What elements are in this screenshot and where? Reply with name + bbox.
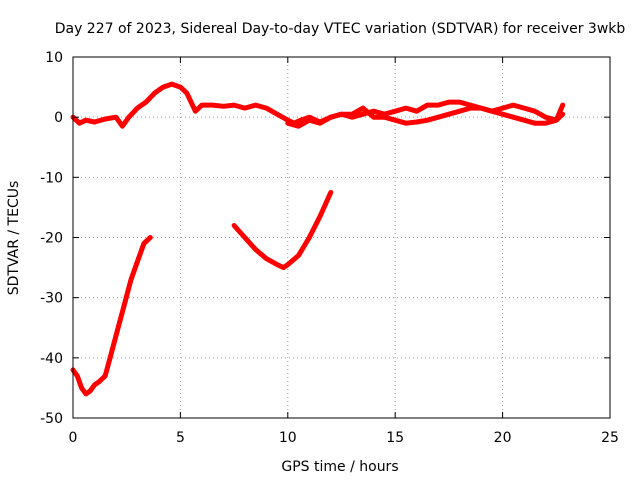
y-tick-label: -50	[40, 411, 63, 427]
ticks: 0 5 10 15 20 25 10 0 -10 -20 -30 -40 -50	[40, 50, 619, 446]
series-main-a	[70, 81, 334, 129]
y-tick-label: 10	[45, 50, 63, 66]
series-layer	[70, 81, 566, 397]
y-tick-label: -20	[40, 231, 63, 247]
x-axis-label: GPS time / hours	[281, 459, 398, 475]
y-tick-label: -30	[40, 291, 63, 307]
y-tick-label: -40	[40, 351, 63, 367]
series-arc-early	[70, 235, 153, 397]
x-tick-label: 25	[601, 430, 619, 446]
x-tick-label: 5	[176, 430, 185, 446]
y-tick-label: -10	[40, 170, 63, 186]
grid	[73, 57, 610, 418]
x-tick-label: 20	[494, 430, 512, 446]
x-tick-label: 15	[386, 430, 404, 446]
chart-title: Day 227 of 2023, Sidereal Day-to-day VTE…	[55, 21, 626, 37]
series-arc-mid	[231, 189, 334, 271]
y-tick-label: 0	[54, 110, 63, 126]
y-axis-label: SDTVAR / TECUs	[6, 181, 22, 296]
x-tick-label: 0	[69, 430, 78, 446]
x-tick-label: 10	[279, 430, 297, 446]
series-main-c	[285, 102, 566, 129]
